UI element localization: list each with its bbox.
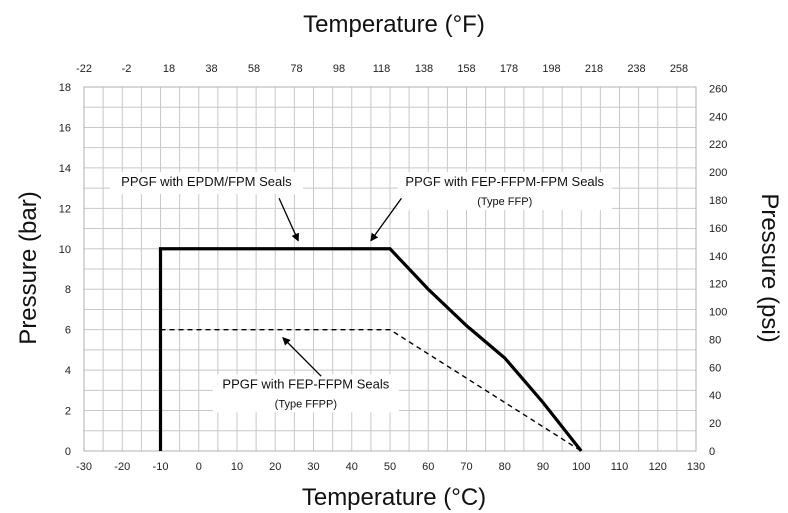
y-tick-label: 8	[65, 284, 71, 296]
x-tick-label: 120	[649, 461, 667, 473]
y2-tick-label: 220	[709, 139, 727, 151]
x2-tick-label: 238	[627, 63, 645, 75]
x2-tick-label: 58	[248, 63, 260, 75]
y2-tick-label: 160	[709, 223, 727, 235]
annotation-arrow	[282, 337, 322, 377]
y2-tick-label: 260	[709, 83, 727, 95]
y2-tick-label: 120	[709, 279, 727, 291]
x-tick-label: 80	[499, 461, 511, 473]
y2-tick-label: 200	[709, 167, 727, 179]
y-tick-label: 16	[59, 122, 71, 134]
x-axis-fahrenheit: -22 -2 18 38 58 78 98 118 138 158 178 198 218 238 258	[76, 63, 688, 75]
x-tick-label: 40	[346, 461, 358, 473]
x-tick-label: 0	[196, 461, 202, 473]
x2-tick-label: -22	[76, 63, 92, 75]
y-tick-label: 6	[65, 325, 71, 337]
annotation-ffp: PPGF with FEP-FFPM-FPM Seals (Type FFP)	[370, 172, 612, 242]
x2-tick-label: 38	[205, 63, 217, 75]
x-tick-label: 100	[572, 461, 590, 473]
x-tick-label: 70	[460, 461, 472, 473]
y2-tick-label: 240	[709, 111, 727, 123]
y-tick-label: 18	[59, 82, 71, 94]
annotation-sublabel: (Type FFP)	[477, 196, 532, 208]
y2-tick-label: 180	[709, 195, 727, 207]
x-tick-label: 60	[422, 461, 434, 473]
annotation-sublabel: (Type FFPP)	[275, 398, 337, 410]
annotation-box	[212, 374, 399, 413]
x2-tick-label: 98	[333, 63, 345, 75]
annotation-label: PPGF with EPDM/FPM Seals	[121, 174, 292, 189]
x-tick-label: 10	[231, 461, 243, 473]
annotation-box	[397, 172, 612, 211]
x-tick-label: 20	[269, 461, 281, 473]
annotations: PPGF with EPDM/FPM Seals PPGF with FEP-FF…	[109, 172, 612, 413]
y-tick-label: 12	[59, 203, 71, 215]
x2-tick-label: 198	[542, 63, 560, 75]
series-ffpp-dashed-line	[160, 328, 582, 452]
x2-tick-label: 78	[290, 63, 302, 75]
x2-tick-label: 218	[585, 63, 603, 75]
x2-tick-label: -2	[122, 63, 132, 75]
x-tick-label: -30	[76, 461, 92, 473]
y2-tick-label: 40	[709, 390, 721, 402]
x2-tick-label: 138	[415, 63, 433, 75]
x2-tick-label: 158	[457, 63, 475, 75]
y2-tick-label: 60	[709, 362, 721, 374]
y2-tick-label: 100	[709, 307, 727, 319]
x-tick-label: 30	[307, 461, 319, 473]
y2-tick-label: 80	[709, 334, 721, 346]
plot-frame	[83, 86, 697, 452]
y-axis-psi: 0 20 40 60 80 100 120 140 160 180 200 220 240 260	[709, 83, 727, 458]
x-tick-label: 130	[687, 461, 705, 473]
x-tick-label: -10	[153, 461, 169, 473]
x-tick-label: 50	[384, 461, 396, 473]
x2-axis-title: Temperature (°F)	[303, 11, 485, 38]
y-tick-label: 10	[59, 244, 71, 256]
x2-tick-label: 178	[500, 63, 518, 75]
annotation-epdm: PPGF with EPDM/FPM Seals	[109, 172, 303, 242]
x-tick-label: 110	[611, 461, 629, 473]
y-axis-bar: 0 2 4 6 8 10 12 14 16 18	[59, 82, 71, 458]
x-tick-label: -20	[114, 461, 130, 473]
annotation-arrow	[370, 197, 403, 242]
annotation-arrow	[278, 197, 299, 242]
annotation-box	[109, 172, 303, 195]
x-axis-title: Temperature (°C)	[302, 484, 486, 511]
x-axis-celsius: -30 -20 -10 0 10 20 30 40 50 60 70 80 90 100 110 120 130	[76, 461, 705, 473]
y-tick-label: 4	[65, 365, 71, 377]
series-lines	[158, 247, 583, 452]
annotation-label: PPGF with FEP-FFPM-FPM Seals	[405, 174, 604, 189]
y2-tick-label: 140	[709, 251, 727, 263]
x-tick-label: 90	[537, 461, 549, 473]
y-axis-title: Pressure (bar)	[15, 191, 42, 344]
y2-axis-title: Pressure (psi)	[756, 193, 783, 342]
y2-tick-label: 0	[709, 446, 715, 458]
y-tick-label: 14	[59, 163, 71, 175]
x2-tick-label: 18	[163, 63, 175, 75]
y-tick-label: 2	[65, 406, 71, 418]
x2-tick-label: 118	[373, 63, 391, 75]
y2-tick-label: 20	[709, 418, 721, 430]
y-tick-label: 0	[65, 446, 71, 458]
annotation-label: PPGF with FEP-FFPM Seals	[222, 376, 389, 391]
series-epdm-ffp-solid-line	[158, 247, 583, 452]
annotation-ffpp: PPGF with FEP-FFPM Seals (Type FFPP)	[212, 337, 399, 413]
x2-tick-label: 258	[670, 63, 688, 75]
